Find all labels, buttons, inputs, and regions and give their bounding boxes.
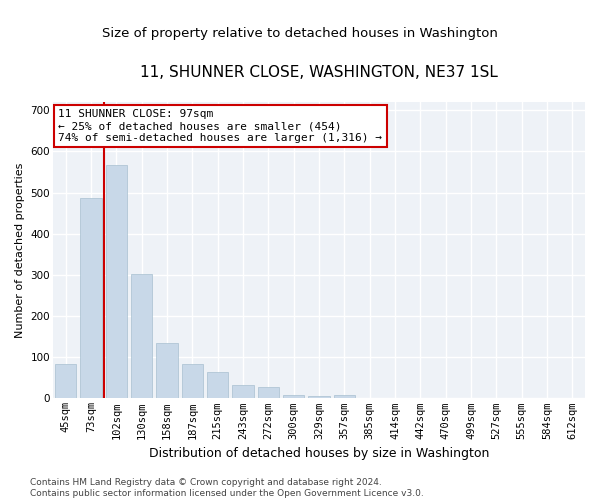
Bar xyxy=(283,395,304,398)
Bar xyxy=(106,164,127,398)
Bar xyxy=(80,198,102,398)
Bar xyxy=(232,385,254,398)
Text: 11 SHUNNER CLOSE: 97sqm
← 25% of detached houses are smaller (454)
74% of semi-d: 11 SHUNNER CLOSE: 97sqm ← 25% of detache… xyxy=(58,110,382,142)
Bar xyxy=(207,372,229,398)
Bar xyxy=(156,343,178,398)
Bar xyxy=(257,387,279,398)
Bar xyxy=(131,274,152,398)
Bar xyxy=(182,364,203,398)
Title: 11, SHUNNER CLOSE, WASHINGTON, NE37 1SL: 11, SHUNNER CLOSE, WASHINGTON, NE37 1SL xyxy=(140,65,498,80)
Bar xyxy=(334,395,355,398)
Text: Contains HM Land Registry data © Crown copyright and database right 2024.
Contai: Contains HM Land Registry data © Crown c… xyxy=(30,478,424,498)
X-axis label: Distribution of detached houses by size in Washington: Distribution of detached houses by size … xyxy=(149,447,489,460)
Y-axis label: Number of detached properties: Number of detached properties xyxy=(15,162,25,338)
Bar xyxy=(55,364,76,398)
Text: Size of property relative to detached houses in Washington: Size of property relative to detached ho… xyxy=(102,28,498,40)
Bar xyxy=(308,396,330,398)
